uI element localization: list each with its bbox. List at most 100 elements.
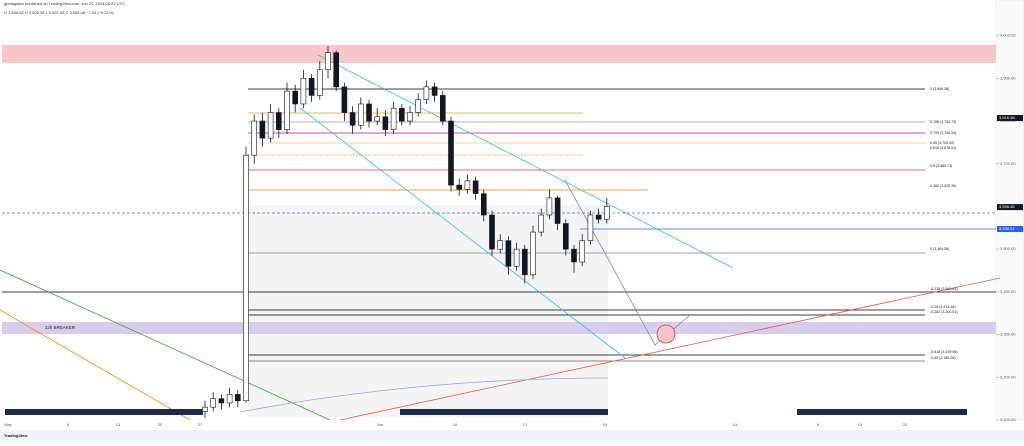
- y-tick-label: 3,500.00: [1000, 246, 1016, 251]
- x-tick-label: 17: [523, 422, 528, 427]
- candle-body: [554, 197, 561, 224]
- candle-body: [497, 240, 504, 250]
- price-tag-label: 3,816.38: [999, 115, 1015, 120]
- breaker-zone: [2, 322, 996, 334]
- trend-line: [0, 309, 191, 421]
- y-tick-label: 4,000.00: [1000, 33, 1016, 38]
- price-tag: [997, 226, 1023, 232]
- footer-brand: TradingView: [4, 433, 28, 438]
- candle-body: [505, 240, 512, 267]
- candle-body: [284, 90, 290, 130]
- candle-body: [210, 398, 216, 408]
- candle-body: [571, 248, 577, 263]
- candle-body: [587, 214, 594, 241]
- indicator-bar: [5, 409, 203, 415]
- y-tick-label: 3,300.00: [1000, 332, 1016, 337]
- fib-label: -0.25 (3,314.38): [930, 305, 956, 309]
- fib-label: -0.618 (3,199.06): [930, 350, 958, 354]
- candle-body: [366, 103, 372, 122]
- y-tick-label: 3,400.00: [1000, 289, 1016, 294]
- y-tick-label: 3,700.00: [1000, 161, 1016, 166]
- candle-body: [456, 184, 463, 190]
- symbol-line: O 3,606.82 H 3,609.38 L 3,597.50 C 3,598…: [4, 10, 114, 15]
- candle-body: [341, 86, 348, 113]
- candle-body: [218, 398, 225, 404]
- price-tag-label: 3,538.91: [999, 226, 1015, 231]
- candle-body: [300, 78, 307, 105]
- projection: [564, 179, 691, 346]
- fib-label: 0.618 (3,678.51): [930, 146, 956, 150]
- candle-body: [333, 52, 340, 88]
- x-tick-label: 13: [116, 422, 121, 427]
- supply-zone: [2, 45, 996, 63]
- x-tick-label: 20: [158, 422, 163, 427]
- candle-body: [243, 154, 249, 402]
- candle-body: [382, 116, 389, 130]
- candle-body: [595, 214, 602, 220]
- x-tick-label: 15: [858, 422, 863, 427]
- candle-body: [357, 103, 364, 126]
- fib-label: -0.236 (3,363.64): [930, 287, 958, 291]
- price-tag: [997, 115, 1023, 121]
- indicator-bar: [400, 409, 608, 415]
- candle-body: [374, 116, 381, 122]
- x-tick-label: 24: [603, 422, 608, 427]
- footer-bar: [0, 430, 1024, 441]
- x-tick-label: 27: [198, 422, 203, 427]
- x-tick-label: Jul: [732, 422, 737, 427]
- candle-body: [267, 112, 274, 139]
- fib-label: 0.705 (3,708.54): [930, 131, 956, 135]
- fib-label: 0.786 (3,793.73): [930, 120, 956, 124]
- candle-body: [538, 214, 545, 233]
- candle-body: [292, 90, 299, 105]
- candle-body: [480, 193, 487, 216]
- y-tick-label: 3,100.00: [1000, 417, 1016, 422]
- price-tag: [997, 204, 1023, 211]
- published-line: gpmagalan published on TradingView.com, …: [4, 1, 125, 6]
- target: [656, 324, 676, 344]
- candle-body: [521, 248, 528, 276]
- candle-body: [415, 99, 422, 113]
- x-tick-label: Jun: [377, 422, 383, 427]
- candle-body: [513, 248, 520, 267]
- candle-body: [407, 112, 413, 122]
- candle-body: [489, 214, 495, 250]
- x-tick-label: May: [4, 422, 12, 427]
- candle-body: [202, 406, 208, 412]
- levels: [0, 54, 1001, 421]
- trend-line: [299, 107, 626, 359]
- x-tick-label: 8: [817, 422, 820, 427]
- candle-body: [431, 86, 438, 96]
- time-axis: [0, 420, 996, 430]
- range-shade: [248, 205, 608, 417]
- candle-body: [259, 120, 266, 139]
- candle-body: [423, 86, 430, 100]
- candle-body: [325, 52, 331, 71]
- candle-body: [472, 180, 479, 194]
- trend-line: [339, 277, 1001, 421]
- indicator-bar: [797, 409, 967, 415]
- candle-body: [398, 107, 405, 122]
- candle-body: [464, 180, 471, 190]
- candle-body: [579, 240, 586, 263]
- zone-label: 12h BREAKER: [45, 325, 76, 330]
- x-tick-label: 6: [67, 422, 70, 427]
- trend-line: [0, 269, 331, 421]
- candle-body: [439, 95, 446, 122]
- candle-body: [275, 112, 282, 130]
- x-tick-label: 22: [903, 422, 908, 427]
- candle-body: [448, 120, 454, 186]
- candle-body: [251, 120, 257, 156]
- fib-label: -0.65 (3,185.28): [930, 356, 956, 360]
- fib-label: 0.5 (3,580.73): [930, 164, 952, 168]
- candle-body: [530, 231, 536, 276]
- fib-label: 0 (3,464.56): [930, 247, 949, 251]
- trend-line: [317, 54, 734, 269]
- candle-body: [235, 394, 241, 402]
- price-tag-label: 3,598.48: [999, 204, 1015, 209]
- fib-label: 0.65 (3,700.00): [930, 141, 954, 145]
- fib-label: -0.382 (3,300.61): [930, 310, 958, 314]
- candle-body: [546, 197, 553, 216]
